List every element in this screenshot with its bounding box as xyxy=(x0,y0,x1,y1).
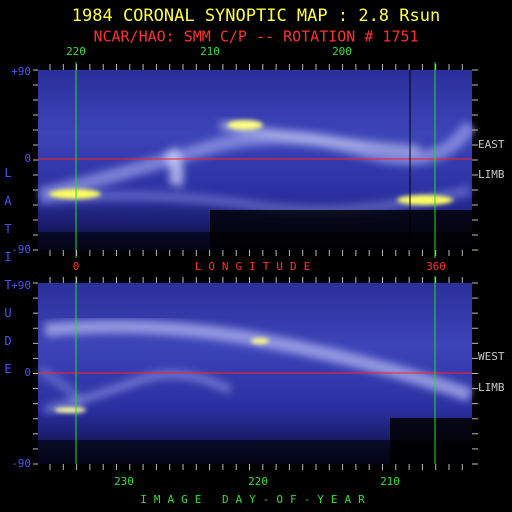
day-tick-label: 230 xyxy=(114,475,134,488)
bright-spots xyxy=(54,338,269,413)
day-tick-label: 220 xyxy=(66,45,86,58)
lat-tick-label: 0 xyxy=(24,152,31,165)
longitude-label: LONGITUDE xyxy=(195,260,318,273)
day-tick-label: 210 xyxy=(380,475,400,488)
lat-tick-label: 0 xyxy=(24,366,31,379)
dark-edge xyxy=(38,440,472,464)
longitude-tick-label: 0 xyxy=(73,260,80,273)
lat-tick-label: -90 xyxy=(11,457,31,470)
day-axis-label: IMAGE DAY-OF-YEAR xyxy=(140,493,372,506)
bottom-panel xyxy=(37,276,473,464)
subtitle: NCAR/HAO: SMM C/P -- ROTATION # 1751 xyxy=(93,28,418,46)
limb-label: EAST xyxy=(478,138,505,151)
dark-edge xyxy=(38,232,472,250)
day-tick-label: 220 xyxy=(248,475,268,488)
tick-marks xyxy=(33,64,478,470)
top-panel xyxy=(38,62,476,258)
day-tick-label: 210 xyxy=(200,45,220,58)
lat-tick-label: +90 xyxy=(11,279,31,292)
title: 1984 CORONAL SYNOPTIC MAP : 2.8 Rsun xyxy=(72,6,440,26)
limb-label: WEST xyxy=(478,350,505,363)
bright-spots xyxy=(49,120,453,205)
limb-label: LIMB xyxy=(478,381,505,394)
limb-label: LIMB xyxy=(478,168,505,181)
latitude-label: LATITUDE xyxy=(1,166,15,390)
lat-tick-label: +90 xyxy=(11,65,31,78)
lat-tick-label: -90 xyxy=(11,243,31,256)
day-tick-label: 200 xyxy=(332,45,352,58)
longitude-tick-label: 360 xyxy=(426,260,446,273)
